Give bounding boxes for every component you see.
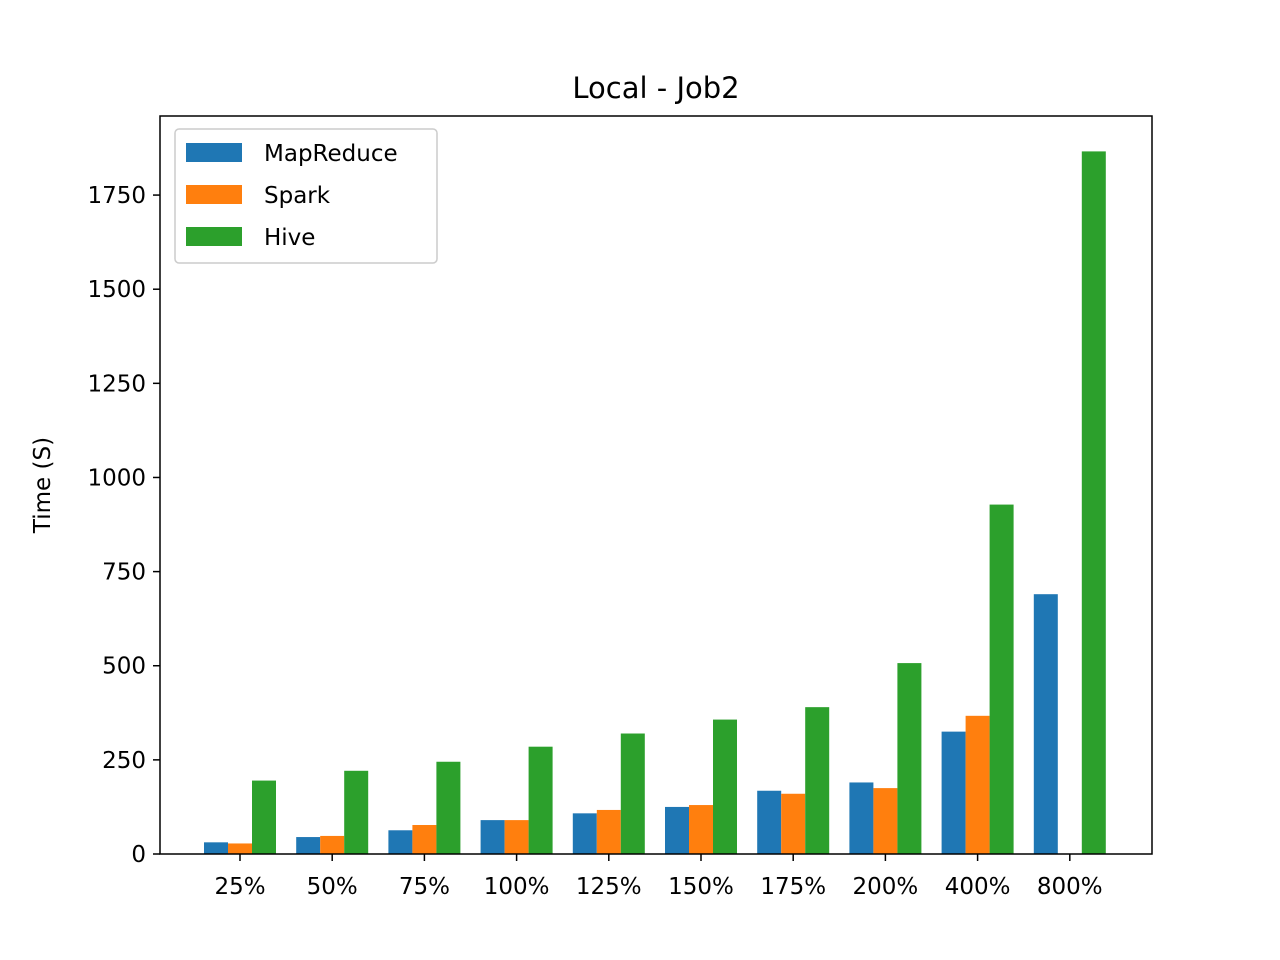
bar-mapreduce-125pct — [572, 813, 597, 854]
x-tick-label: 25% — [214, 874, 265, 900]
bar-spark-100pct — [504, 820, 529, 854]
x-tick-label: 400% — [945, 874, 1011, 900]
y-tick-label: 1000 — [87, 465, 146, 491]
y-tick-label: 1500 — [87, 277, 146, 303]
x-tick-label: 125% — [576, 874, 642, 900]
axes-frame — [159, 115, 1153, 855]
bar-mapreduce-50pct — [296, 837, 321, 854]
legend-swatch-spark — [186, 185, 242, 204]
bar-mapreduce-400pct — [941, 731, 966, 854]
bar-hive-125pct — [620, 733, 645, 854]
bar-mapreduce-175pct — [757, 790, 782, 854]
x-tick-label: 100% — [484, 874, 550, 900]
bar-spark-75pct — [412, 825, 437, 854]
plot-area: 0 250 500 750 1000 1250 1500 1750 25% 50% 75% 100% 1… — [87, 115, 1153, 900]
bar-hive-75pct — [436, 761, 461, 854]
x-tick-label: 150% — [668, 874, 734, 900]
y-tick-label: 1250 — [87, 371, 146, 397]
legend: MapReduce Spark Hive — [174, 128, 438, 264]
bar-hive-25pct — [252, 780, 276, 854]
y-tick-label: 500 — [102, 654, 146, 680]
y-tick-label: 250 — [102, 748, 146, 774]
x-tick-label: 800% — [1037, 874, 1103, 900]
bar-hive-150pct — [713, 719, 737, 854]
legend-label-mapreduce: MapReduce — [264, 141, 398, 167]
legend-label-spark: Spark — [264, 183, 331, 209]
bar-mapreduce-800pct — [1033, 594, 1058, 854]
y-axis-label: Time (S) — [30, 437, 56, 534]
bar-hive-800pct — [1081, 151, 1106, 855]
bar-hive-200pct — [897, 663, 922, 854]
bar-mapreduce-25pct — [204, 842, 228, 854]
y-tick-label: 750 — [102, 560, 146, 586]
bar-mapreduce-150pct — [665, 806, 689, 854]
bar-hive-400pct — [989, 504, 1014, 854]
x-tick-label: 75% — [399, 874, 450, 900]
legend-label-hive: Hive — [264, 225, 315, 251]
x-tick-label: 200% — [853, 874, 919, 900]
bar-spark-150pct — [689, 805, 713, 854]
bar-spark-50pct — [320, 835, 345, 854]
bar-mapreduce-200pct — [849, 782, 874, 854]
bar-spark-25pct — [228, 843, 252, 854]
bar-mapreduce-75pct — [388, 830, 413, 854]
bar-spark-175pct — [781, 793, 806, 854]
bar-mapreduce-100pct — [480, 820, 505, 854]
bar-spark-400pct — [965, 715, 990, 854]
legend-swatch-mapreduce — [186, 143, 242, 162]
bar-spark-200pct — [873, 788, 898, 854]
bar-hive-175pct — [805, 707, 830, 854]
bar-spark-125pct — [596, 809, 621, 854]
bar-hive-100pct — [528, 746, 553, 854]
legend-swatch-hive — [186, 227, 242, 246]
chart-title: Local - Job2 — [572, 71, 739, 105]
x-tick-label: 175% — [760, 874, 826, 900]
y-tick-label: 0 — [131, 842, 146, 868]
y-tick-label: 1750 — [87, 183, 146, 209]
x-tick-label: 50% — [307, 874, 358, 900]
bar-hive-50pct — [344, 770, 369, 854]
